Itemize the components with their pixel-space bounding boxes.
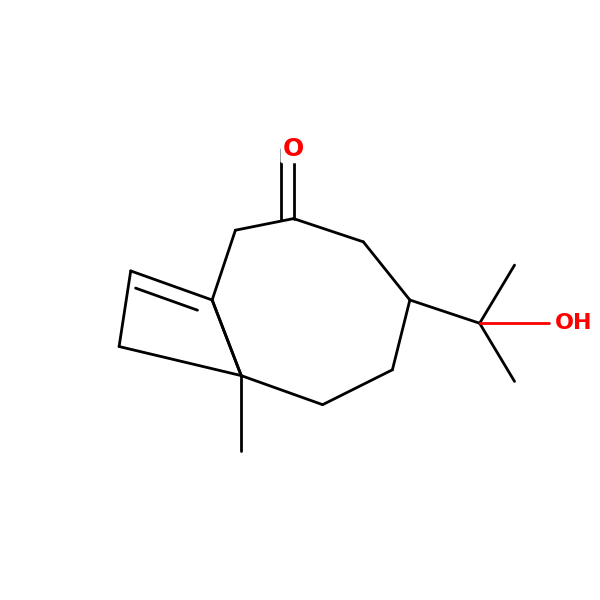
Text: O: O bbox=[283, 137, 304, 161]
Text: OH: OH bbox=[555, 313, 593, 333]
